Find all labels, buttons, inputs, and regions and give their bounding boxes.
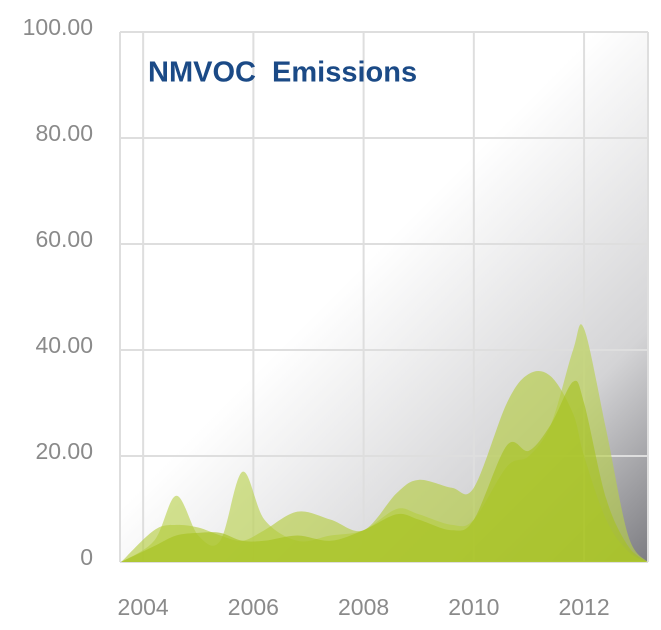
y-tick-label: 60.00 <box>35 226 93 252</box>
y-tick-label: 0 <box>80 544 93 570</box>
y-tick-label: 20.00 <box>35 438 93 464</box>
x-tick-label: 2008 <box>338 594 389 620</box>
chart-title: NMVOC Emissions <box>148 57 417 89</box>
x-tick-label: 2004 <box>118 594 169 620</box>
y-tick-label: 40.00 <box>35 332 93 358</box>
y-tick-label: 80.00 <box>35 120 93 146</box>
area <box>121 380 648 562</box>
x-tick-label: 2006 <box>228 594 279 620</box>
y-tick-label: 100.00 <box>23 14 93 40</box>
x-tick-label: 2010 <box>448 594 499 620</box>
x-tick-label: 2012 <box>558 594 609 620</box>
